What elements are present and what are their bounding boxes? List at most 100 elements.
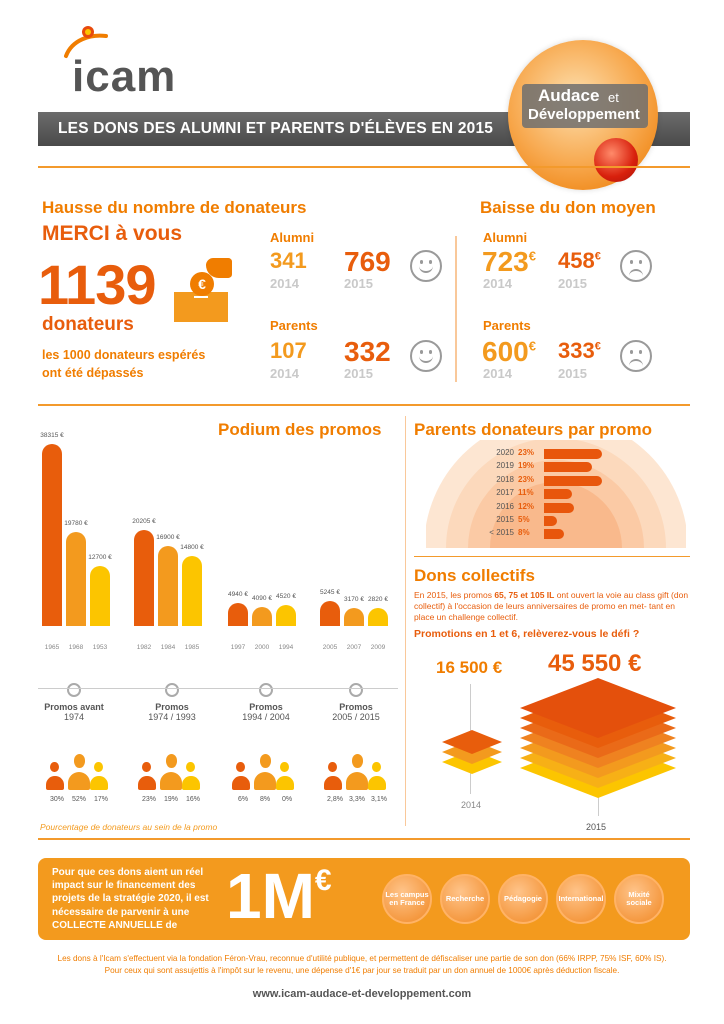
logo-text: icam (72, 52, 177, 101)
promo-group-label-line: 1994 / 2004 (242, 712, 290, 722)
person-icon (160, 754, 182, 790)
promo-group-marker (259, 683, 273, 697)
parents-count-year-2014: 2014 (270, 366, 299, 381)
vertical-divider (405, 416, 406, 826)
parents-count-2015: 332 (344, 336, 391, 367)
parents-promo-pct: 23% (518, 474, 535, 484)
promo-donor-percentage: 19% (163, 796, 178, 803)
promo-group-label-line: Promos (339, 702, 373, 712)
alumni-count-2014: 341 (270, 248, 307, 273)
vertical-divider (455, 236, 457, 382)
objective-category-1[interactable]: Les campus en France (382, 874, 432, 924)
podium-bar-year: 1982 (136, 644, 152, 651)
promo-group-marker (349, 683, 363, 697)
badge-gem-icon (594, 138, 638, 182)
alumni-avg-2015: 458€ (558, 248, 601, 273)
promo-group-label-line: 2005 / 2015 (332, 712, 380, 722)
podium-title: Podium des promos (218, 420, 382, 439)
promo-group-marker (165, 683, 179, 697)
merci-text: MERCI à vous (42, 222, 183, 245)
podium-bar-value: 16900 € (156, 533, 180, 541)
alumni-avg-2014: 723€ (482, 246, 536, 277)
objective-category-2[interactable]: Recherche (440, 874, 490, 924)
alumni-avg-year-2014: 2014 (483, 276, 512, 291)
podium-bar-year: 2009 (370, 644, 386, 651)
parents-promo-chart: 2020 23% 2019 19% 2018 23% 2017 11% 2016 12% 2015 5… (470, 448, 690, 548)
person-icon (138, 761, 156, 790)
parents-promo-bar (544, 475, 602, 486)
divider (38, 404, 690, 406)
podium-bar-value: 19780 € (64, 520, 88, 528)
promo-group-label-line: 1974 (63, 712, 85, 722)
divider (38, 166, 690, 168)
parents-promo-year: 2018 (496, 474, 514, 484)
podium-bar-value: 14800 € (180, 543, 204, 551)
parents-promo-year: 2015 (496, 515, 514, 524)
alumni-count-year-2014: 2014 (270, 276, 299, 291)
parents-count-year-2015: 2015 (344, 366, 373, 381)
euro-coin-icon: € (190, 272, 214, 296)
happy-face-icon (410, 250, 442, 282)
collectifs-2014-value: 16 500 € (436, 658, 503, 677)
parents-promo-year: 2020 (496, 448, 514, 457)
alumni-count-2015: 769 (344, 246, 391, 277)
footer-url[interactable]: www.icam-audace-et-developpement.com (252, 988, 472, 1000)
logo-swoosh-icon (64, 26, 108, 58)
person-icon (46, 761, 64, 790)
podium-bar-year: 1997 (230, 644, 246, 651)
podium-bar-year: 1984 (160, 644, 176, 651)
parents-avg-2015: 333€ (558, 338, 601, 363)
parents-promo-pct: 12% (518, 501, 535, 511)
podium-bar-value: 2820 € (368, 596, 388, 603)
happy-face-icon (410, 340, 442, 372)
sad-face-icon (620, 340, 652, 372)
person-icon (368, 761, 386, 790)
banner-text: Pour que ces dons aient un réel impact s… (52, 867, 209, 931)
podium-bar (344, 608, 364, 626)
objective-category-3[interactable]: Pédagogie (498, 874, 548, 924)
promo-group-label-line: Promos (155, 702, 189, 712)
parents-promo-pct: 5% (518, 515, 530, 524)
icam-logo: icam (62, 20, 212, 101)
parents-promo-bar (544, 502, 575, 513)
promo-group-label-line: 1974 / 1993 (148, 712, 196, 722)
objective-category-5[interactable]: Mixité sociale (614, 874, 664, 924)
parents-promo-pct: 19% (518, 461, 535, 471)
person-icon (254, 754, 276, 790)
parents-promo-year: 2016 (496, 501, 514, 511)
parents-promo-bar (544, 489, 572, 500)
promo-group-label-line: Promos avant (44, 702, 104, 712)
parents-avg-year-2015: 2015 (558, 366, 587, 381)
podium-bar (158, 545, 178, 626)
podium-bar (368, 608, 388, 626)
podium-bar (320, 601, 340, 626)
divider (414, 556, 690, 557)
collectifs-title: Dons collectifs (414, 566, 535, 585)
podium-bar (66, 532, 86, 626)
promo-group-marker (67, 683, 81, 697)
podium-bar-year: 2007 (346, 644, 362, 651)
donateurs-title: Hausse du nombre de donateurs (42, 198, 307, 217)
donateurs-label: donateurs (42, 314, 134, 335)
podium-bar (134, 530, 154, 626)
parents-promo-title: Parents donateurs par promo (414, 420, 653, 439)
parents-promo-year: 2019 (496, 461, 514, 471)
objective-banner: Pour que ces dons aient un réel impact s… (38, 858, 690, 940)
podium-bar-value: 4940 € (228, 590, 248, 598)
podium-bar (42, 444, 62, 626)
parents-count-2014: 107 (270, 338, 307, 363)
alumni-avg-year-2015: 2015 (558, 276, 587, 291)
objective-category-4[interactable]: International (556, 874, 606, 924)
promo-donor-percentage: 23% (141, 796, 156, 803)
collectifs-year-2015: 2015 (586, 822, 607, 832)
podium-bar-value: 20205 € (132, 518, 156, 526)
person-icon (276, 761, 294, 790)
donateurs-total: 1139 (38, 253, 156, 316)
podium-bar-year: 1985 (184, 644, 200, 651)
promo-donor-percentage: 3,3% (349, 796, 365, 803)
person-icon (68, 754, 90, 790)
promo-donor-percentage: 0% (281, 796, 293, 803)
parents-count-label: Parents (270, 318, 318, 333)
parents-avg-2014: 600€ (482, 336, 536, 367)
podium-bar (182, 555, 202, 626)
